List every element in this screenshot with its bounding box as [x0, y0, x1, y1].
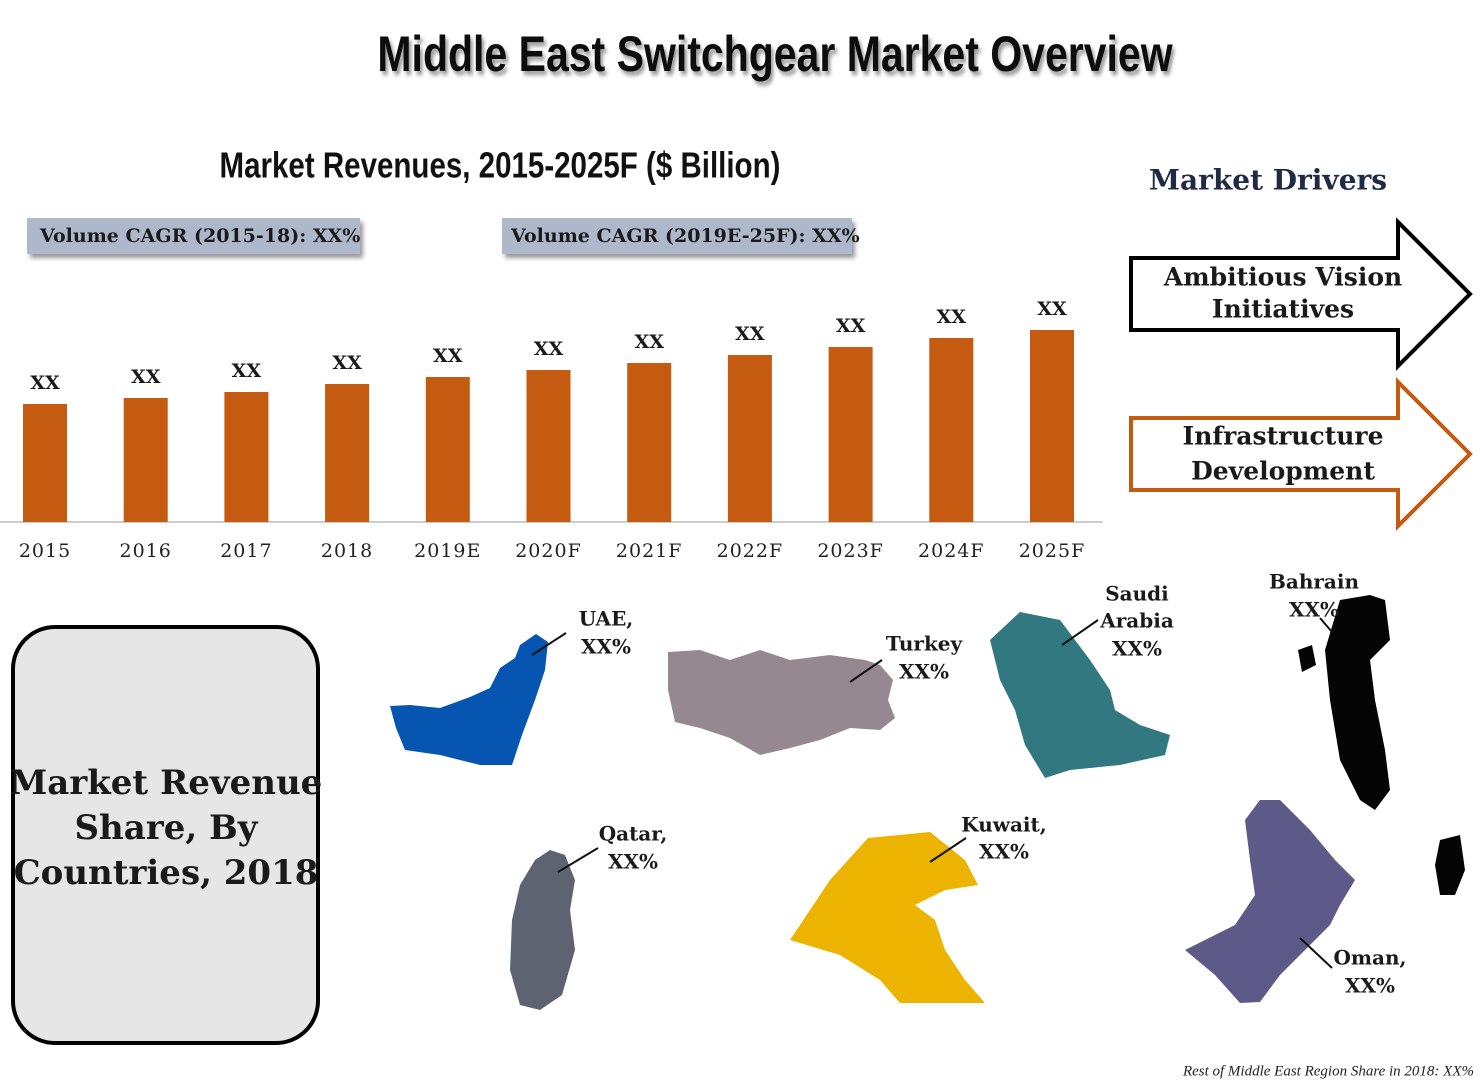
country-label: XX%: [1345, 974, 1395, 998]
callout-line: [1319, 617, 1333, 633]
callout-line: [1299, 937, 1333, 969]
map-uae: [390, 634, 548, 765]
cagr-box: [27, 218, 360, 254]
driver-arrow: [1129, 377, 1473, 531]
bar: [727, 355, 772, 522]
value-label: XX: [30, 372, 60, 394]
value-label: XX: [433, 345, 463, 367]
bar: [224, 392, 269, 522]
share-title: Share, By: [74, 808, 258, 848]
x-tick-label: 2019E: [414, 540, 481, 562]
country-label: XX%: [979, 840, 1029, 864]
value-label: XX: [836, 315, 866, 337]
value-label: XX: [1037, 298, 1067, 320]
x-tick-label: 2018: [321, 540, 373, 562]
country-label: XX%: [899, 660, 949, 684]
bars: XX 2015 XX 2016 XX 2017 XX 2018 XX 2019E XX 2020F XX…: [19, 298, 1086, 562]
country-label: XX%: [608, 850, 658, 874]
map-bahrain: [1325, 595, 1390, 810]
callout-line: [929, 837, 967, 863]
callout-line: [531, 632, 567, 656]
callout-line: [849, 659, 883, 683]
bar: [929, 338, 974, 522]
map-qatar: [510, 850, 575, 1010]
value-label: XX: [332, 352, 362, 374]
value-label: XX: [735, 323, 765, 345]
country-label: Kuwait,: [961, 813, 1046, 837]
country-label: XX%: [1112, 637, 1162, 661]
cagr-box: [502, 218, 852, 254]
value-label: XX: [634, 331, 664, 353]
callout-line: [1061, 619, 1099, 646]
page-title: Middle East Switchgear Market Overview: [377, 26, 1173, 82]
x-tick-label: 2020F: [515, 540, 582, 562]
x-tick-label: 2022F: [717, 540, 784, 562]
bar: [23, 404, 67, 522]
footnote: Rest of Middle East Region Share in 2018…: [1182, 1063, 1474, 1079]
drivers-title: Market Drivers: [1149, 164, 1387, 197]
cagr-label: Volume CAGR (2015-18): XX%: [39, 225, 360, 247]
x-tick-label: 2015: [19, 540, 71, 562]
country-label: Qatar,: [599, 822, 668, 846]
bar: [526, 370, 571, 522]
value-label: XX: [232, 360, 262, 382]
country-label: Saudi: [1105, 582, 1169, 606]
cagr-label: Volume CAGR (2019E-25F): XX%: [510, 225, 860, 247]
x-tick-label: 2016: [120, 540, 172, 562]
country-label: Arabia: [1099, 609, 1174, 633]
bar: [627, 363, 672, 522]
map-turkey: [668, 650, 895, 755]
bar: [1030, 330, 1074, 522]
x-tick-label: 2024F: [918, 540, 985, 562]
share-box: [11, 625, 320, 1045]
map-bahrain-island: [1435, 835, 1465, 895]
value-label: XX: [534, 338, 564, 360]
country-label: XX%: [1289, 598, 1339, 622]
value-label: XX: [131, 366, 161, 388]
callout-line: [557, 847, 599, 873]
map-bahrain-island: [1298, 645, 1316, 672]
value-label: XX: [937, 306, 967, 328]
country-label: UAE,: [579, 607, 634, 631]
country-label: Oman,: [1333, 946, 1406, 970]
map-oman: [1185, 800, 1355, 1003]
driver-text: Development: [1191, 457, 1375, 486]
country-label: Turkey: [886, 632, 964, 656]
driver-text: Ambitious Vision: [1163, 263, 1402, 292]
country-label: Bahrain: [1269, 570, 1359, 594]
map-saudi: [990, 612, 1170, 778]
driver-text: Initiatives: [1212, 295, 1354, 324]
x-tick-label: 2021F: [616, 540, 683, 562]
bar: [828, 347, 873, 522]
map-kuwait: [790, 832, 985, 1003]
share-title: Countries, 2018: [14, 853, 319, 893]
driver-text: Infrastructure: [1183, 422, 1384, 451]
bar: [425, 377, 470, 522]
share-title: Market Revenue: [10, 763, 323, 803]
driver-arrow: [1129, 217, 1473, 371]
x-tick-label: 2023F: [817, 540, 884, 562]
chart-title: Market Revenues, 2015-2025F ($ Billion): [220, 145, 781, 185]
country-label: XX%: [581, 635, 631, 659]
x-tick-label: 2025F: [1019, 540, 1086, 562]
x-tick-label: 2017: [220, 540, 272, 562]
bar: [123, 398, 168, 522]
bar: [325, 384, 370, 522]
